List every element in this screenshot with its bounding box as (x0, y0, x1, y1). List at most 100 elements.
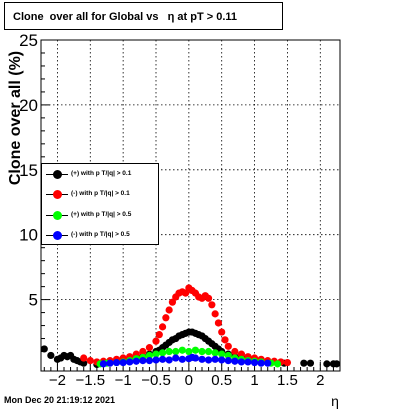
data-point (152, 356, 160, 364)
data-point (152, 350, 160, 358)
data-point (191, 346, 200, 354)
data-point (86, 357, 94, 365)
legend-marker-black (53, 170, 62, 179)
data-point (237, 350, 246, 358)
y-tick-label: 15 (19, 161, 38, 180)
data-point (106, 359, 114, 367)
legend-label: (-) with p T/|q| > 0.5 (71, 231, 130, 238)
data-point (155, 331, 163, 339)
legend: (+) with p T/|q| > 0.1 (-) with p T/|q| … (41, 163, 159, 245)
data-point (211, 349, 219, 357)
legend-label: (+) with p T/|q| > 0.5 (71, 211, 132, 218)
data-point (264, 359, 272, 367)
data-point (333, 360, 341, 368)
data-point (126, 358, 134, 366)
data-point (250, 358, 259, 367)
data-point (99, 360, 108, 368)
data-point (323, 360, 331, 368)
data-point (158, 349, 167, 357)
data-point (158, 323, 167, 331)
data-point (165, 356, 173, 364)
data-point (211, 355, 219, 363)
legend-marker-green (53, 211, 62, 220)
data-point (283, 358, 292, 367)
data-point (224, 351, 232, 360)
data-point (257, 359, 265, 367)
data-point (145, 344, 154, 352)
data-point (80, 359, 88, 367)
legend-entry-minus-0-1: (-) with p T/|q| > 0.1 (42, 184, 158, 204)
data-point (168, 298, 177, 306)
chart-title: Clone over all for Global vs η at pT > 0… (4, 2, 283, 30)
x-tick-label: −1 (115, 372, 132, 389)
data-point (152, 337, 160, 345)
legend-marker-blue (53, 231, 62, 240)
x-tick-label: 0 (185, 372, 193, 389)
data-point (218, 350, 226, 358)
data-point (178, 346, 186, 354)
data-point (211, 310, 219, 318)
x-tick-label: 1.5 (277, 372, 298, 389)
legend-label: (-) with p T/|q| > 0.1 (71, 190, 130, 197)
data-point (132, 357, 140, 365)
data-point (119, 358, 127, 367)
legend-entry-minus-0-5: (-) with p T/|q| > 0.5 (42, 225, 158, 245)
data-point (214, 319, 223, 327)
data-point (112, 358, 121, 367)
data-point (178, 355, 186, 363)
data-point (306, 359, 315, 367)
x-tick-label: −1.5 (75, 372, 105, 389)
data-point (139, 357, 147, 365)
data-point (231, 347, 239, 356)
data-point (162, 314, 170, 322)
data-point (165, 306, 173, 314)
legend-entry-plus-0-1: (+) with p T/|q| > 0.1 (42, 164, 158, 184)
legend-entry-plus-0-5: (+) with p T/|q| > 0.5 (42, 205, 158, 225)
data-point (80, 354, 88, 362)
legend-marker-red (53, 190, 62, 199)
data-point (165, 347, 173, 356)
x-tick-label: 0.5 (211, 372, 232, 389)
data-point (172, 347, 180, 356)
y-tick-label: 10 (19, 226, 38, 245)
y-tick-label: 20 (19, 96, 38, 115)
x-tick-label: 1 (250, 372, 258, 389)
data-point (145, 351, 154, 360)
data-point (158, 355, 167, 363)
data-point (224, 342, 232, 350)
y-axis-label: Clone over all (%) (7, 51, 24, 185)
x-tick-label: 2 (316, 372, 324, 389)
x-tick-label: −2 (49, 372, 66, 389)
data-point (300, 359, 308, 367)
data-point (237, 358, 246, 366)
data-point (191, 354, 200, 362)
data-point (221, 336, 229, 344)
data-point (172, 354, 180, 362)
data-point (218, 328, 226, 336)
data-point (145, 357, 154, 365)
data-point (204, 294, 213, 302)
data-point (231, 357, 239, 365)
axis-ticks (41, 39, 334, 371)
data-point (185, 347, 193, 356)
y-tick-label: 25 (19, 31, 38, 50)
data-point (208, 301, 216, 309)
y-tick-label: 5 (29, 291, 38, 310)
data-point (139, 347, 147, 356)
data-point (204, 356, 213, 364)
data-point (198, 355, 206, 363)
data-point (198, 347, 206, 356)
data-point (40, 345, 48, 353)
x-tick-label: −0.5 (141, 372, 171, 389)
data-point (47, 351, 55, 360)
data-point (244, 358, 252, 366)
data-point (224, 357, 232, 365)
data-point (218, 356, 226, 364)
x-axis-label: η (331, 393, 339, 409)
data-point (204, 347, 213, 356)
data-point (273, 360, 282, 368)
data-point (181, 289, 190, 297)
legend-label: (+) with p T/|q| > 0.1 (71, 170, 132, 177)
